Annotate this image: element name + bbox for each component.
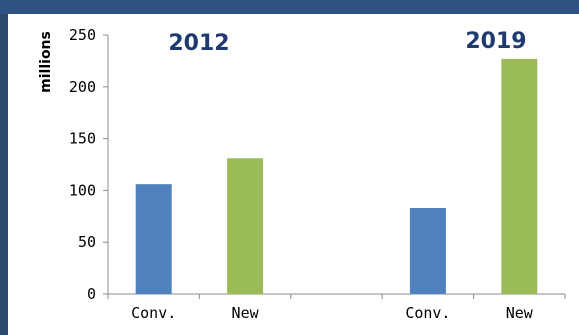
y-tick-label-200: 200	[69, 78, 96, 96]
y-tick-label-50: 50	[78, 233, 96, 251]
y-tick-label-150: 150	[69, 130, 96, 148]
y-tick-label-0: 0	[87, 285, 96, 303]
bar-1-new	[227, 158, 264, 294]
annotation-2019: 2019	[465, 29, 526, 54]
annotation-2012: 2012	[168, 31, 229, 56]
bar-0-conv	[135, 184, 172, 294]
chart-labels: 0 50 100 150 200 250 Conv. New Conv. New	[69, 26, 534, 322]
bar-3-conv	[409, 208, 446, 294]
chart-axes	[103, 34, 566, 299]
chart-panel	[8, 14, 579, 335]
y-tick-label-100: 100	[69, 181, 96, 199]
y-axis-label: millions	[38, 31, 54, 93]
header-strip	[0, 0, 579, 14]
x-tick-label-3: Conv.	[405, 304, 450, 322]
bar-4-new	[501, 58, 538, 294]
chart-bars	[135, 58, 538, 294]
x-tick-label-1: New	[232, 304, 260, 322]
y-tick-label-250: 250	[69, 26, 96, 44]
x-tick-label-0: Conv.	[131, 304, 176, 322]
x-tick-label-4: New	[506, 304, 534, 322]
